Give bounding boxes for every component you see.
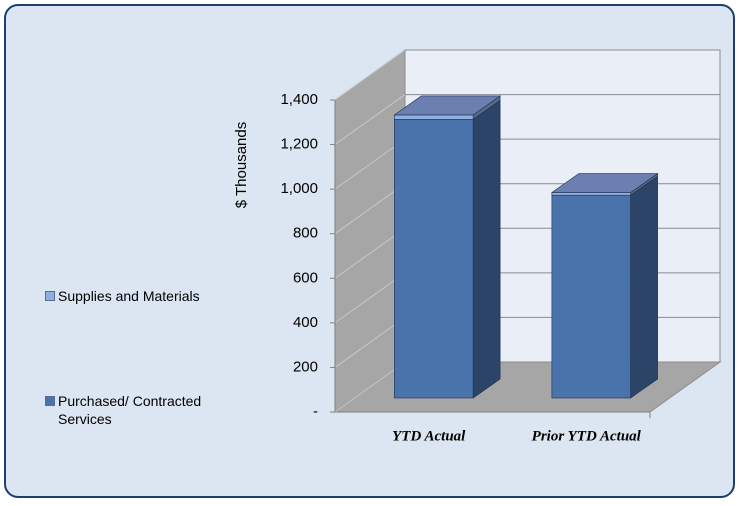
legend-label: Purchased/ Contracted Services bbox=[58, 393, 202, 427]
x-tick-label: Prior YTD Actual bbox=[532, 428, 642, 444]
y-axis-label: $ Thousands bbox=[233, 122, 250, 208]
grid-line bbox=[334, 227, 406, 279]
y-tick-label: 600 bbox=[293, 269, 318, 286]
grid-line bbox=[334, 361, 406, 413]
y-tick-label: 400 bbox=[293, 314, 318, 331]
y-tick-label: - bbox=[313, 403, 318, 420]
bar bbox=[551, 194, 631, 399]
grid-line bbox=[334, 317, 406, 368]
legend-item: Purchased/ Contracted Services bbox=[45, 392, 245, 428]
grid-line bbox=[334, 183, 406, 235]
bar-top bbox=[393, 95, 502, 116]
legend-swatch bbox=[45, 396, 55, 406]
legend-item: Supplies and Materials bbox=[45, 287, 245, 305]
bar bbox=[394, 114, 474, 120]
y-tick-label: 200 bbox=[293, 358, 318, 375]
y-tick-label: 800 bbox=[293, 225, 318, 242]
bar-side bbox=[630, 175, 658, 399]
bar bbox=[394, 119, 474, 399]
bar-top bbox=[550, 173, 659, 193]
grid-line bbox=[334, 49, 406, 101]
y-tick-label: 1,000 bbox=[280, 180, 318, 197]
bar bbox=[551, 192, 631, 196]
legend-swatch bbox=[45, 291, 55, 301]
y-tick-label: 1,200 bbox=[280, 136, 318, 153]
grid-line bbox=[334, 138, 406, 190]
x-tick-label: YTD Actual bbox=[392, 428, 466, 444]
legend-label: Supplies and Materials bbox=[58, 288, 200, 304]
grid-line bbox=[334, 272, 406, 324]
bar-side bbox=[472, 99, 501, 399]
grid-line bbox=[334, 94, 406, 145]
y-tick-label: 1,400 bbox=[280, 91, 318, 108]
